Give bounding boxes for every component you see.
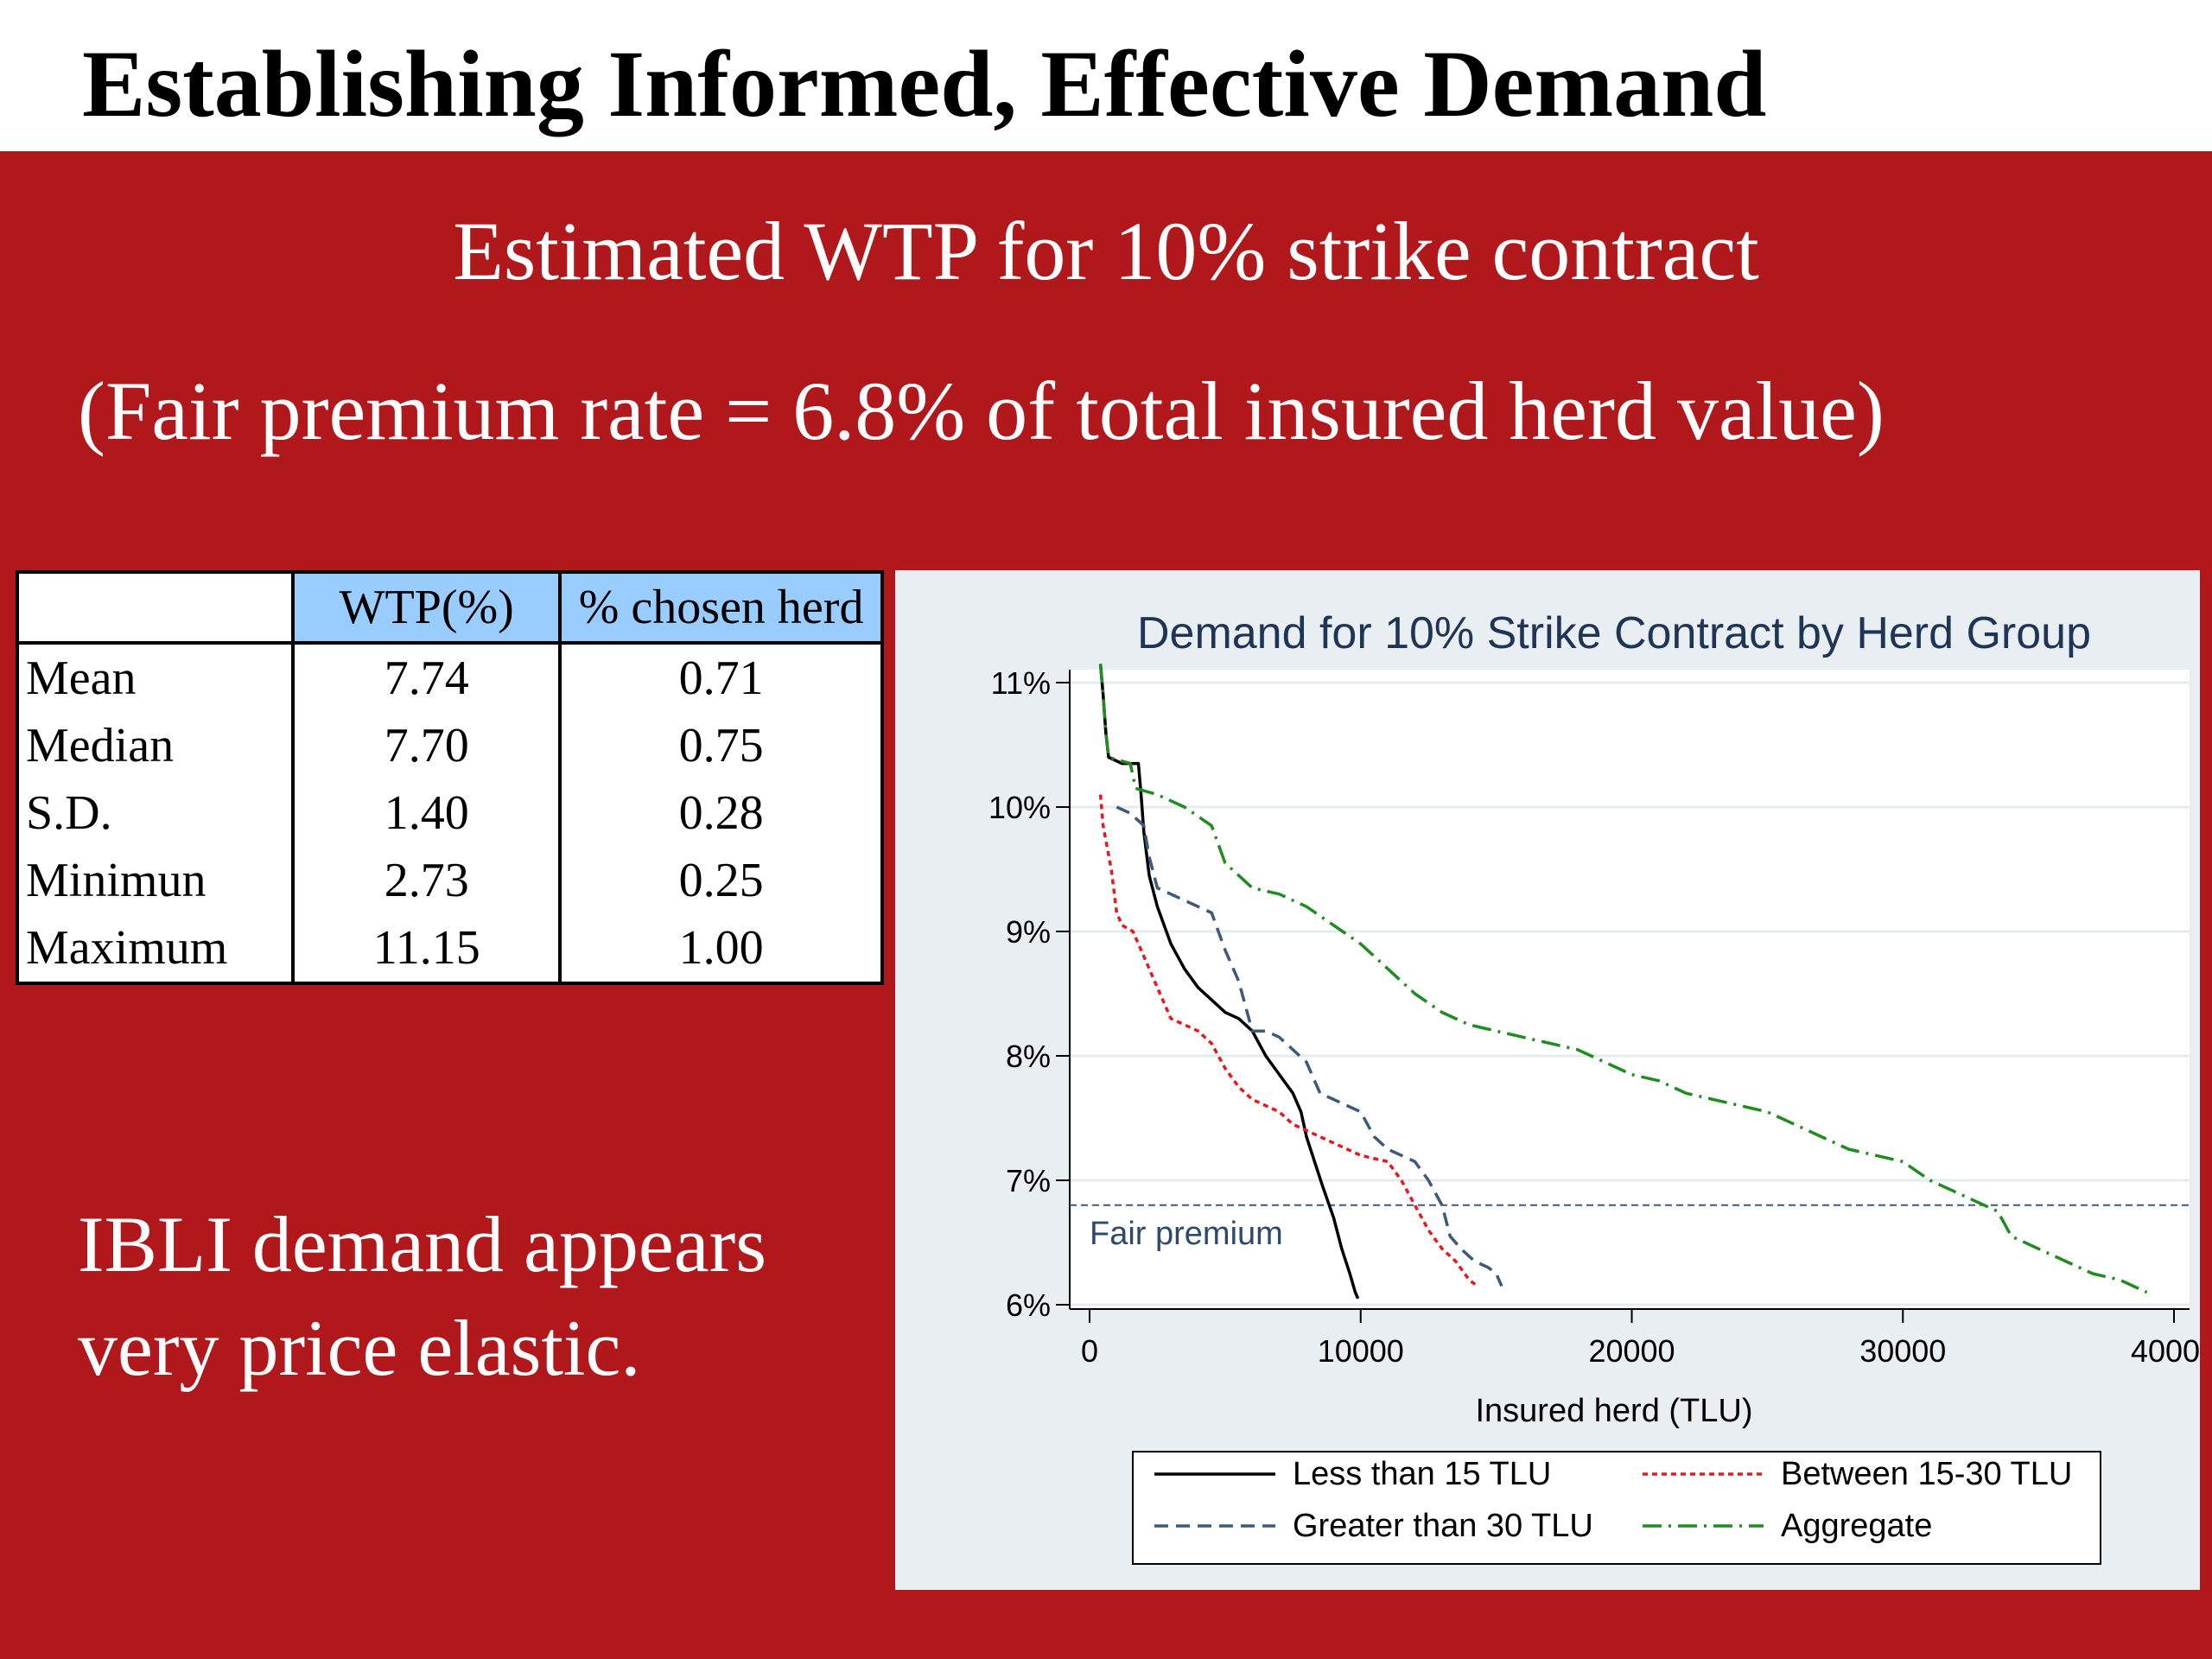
wtp-value: 1.40 [291,779,563,847]
series-line [1098,664,1360,1300]
table-row: Mean 7.74 0.71 [15,643,884,712]
row-label: S.D. [15,779,296,847]
y-tick-label: 10% [988,790,1051,825]
x-tick-label: 0 [1081,1333,1098,1369]
table-header-row: WTP(%) % chosen herd [15,570,884,645]
legend-label: Between 15-30 TLU [1781,1456,2072,1492]
plot-area [1070,670,2190,1309]
series-lines: Fair premium [1070,664,2190,1300]
x-tick-label: 30000 [1859,1333,1946,1369]
table-header-wtp: WTP(%) [291,570,563,645]
x-axis-label: Insured herd (TLU) [1475,1393,1752,1429]
legend-label: Greater than 30 TLU [1293,1508,1593,1544]
conclusion-line: IBLI demand appears [78,1200,767,1288]
conclusion-line: very price elastic. [78,1304,641,1392]
chosen-value: 0.25 [558,847,884,914]
slide-subtitle: Estimated WTP for 10% strike contract [453,205,1759,297]
table-row: Maximum 11.15 1.00 [15,914,884,985]
legend-box [1132,1451,2101,1565]
wtp-value: 2.73 [291,847,563,914]
y-tick-label: 8% [1006,1039,1051,1074]
table-row: Median 7.70 0.75 [15,712,884,779]
row-label: Minimun [15,847,296,914]
y-tick-label: 7% [1006,1163,1051,1198]
x-tick-label: 20000 [1588,1333,1675,1369]
row-label: Maximum [15,914,296,985]
x-tick-label: 40000 [2131,1333,2200,1369]
chart-title: Demand for 10% Strike Contract by Herd G… [1137,608,2091,658]
chosen-value: 0.75 [558,712,884,779]
x-tick-label: 10000 [1318,1333,1404,1369]
series-line [1116,805,1503,1287]
wtp-stats-table: WTP(%) % chosen herd Mean 7.74 0.71 Medi… [15,570,884,985]
chosen-value: 0.28 [558,779,884,847]
y-tick-label: 9% [1006,914,1051,950]
wtp-value: 7.70 [291,712,563,779]
table-header-chosen: % chosen herd [558,570,884,645]
legend-label: Aggregate [1781,1508,1932,1544]
row-label: Median [15,712,296,779]
table-row: Minimun 2.73 0.25 [15,847,884,914]
chart-svg: Demand for 10% Strike Contract by Herd G… [988,608,2200,1565]
chosen-value: 0.71 [558,643,884,712]
axes: 6% 7% 8% 9% 10% 11% 0 10000 20000 30000 40000 [988,665,2200,1369]
fair-premium-label: Fair premium [1090,1216,1283,1252]
conclusion-text: IBLI demand appears very price elastic. [78,1192,907,1400]
wtp-value: 7.74 [291,643,563,712]
row-label: Mean [15,643,296,712]
legend: Less than 15 TLU Between 15-30 TLU Greater… [1132,1451,2101,1565]
y-tick-label: 6% [1006,1287,1051,1323]
table-row: S.D. 1.40 0.28 [15,779,884,847]
slide-title: Establishing Informed, Effective Demand [82,31,1767,137]
y-tick-label: 11% [991,665,1051,701]
chosen-value: 1.00 [558,914,884,985]
demand-chart: Demand for 10% Strike Contract by Herd G… [895,570,2200,1590]
legend-label: Less than 15 TLU [1293,1456,1551,1492]
table-header-blank [15,570,296,645]
premium-note: (Fair premium rate = 6.8% of total insur… [78,365,1885,457]
grid-lines [1070,681,2190,1306]
series-line [1098,794,1478,1287]
wtp-value: 11.15 [291,914,563,985]
series-line [1098,664,2148,1294]
